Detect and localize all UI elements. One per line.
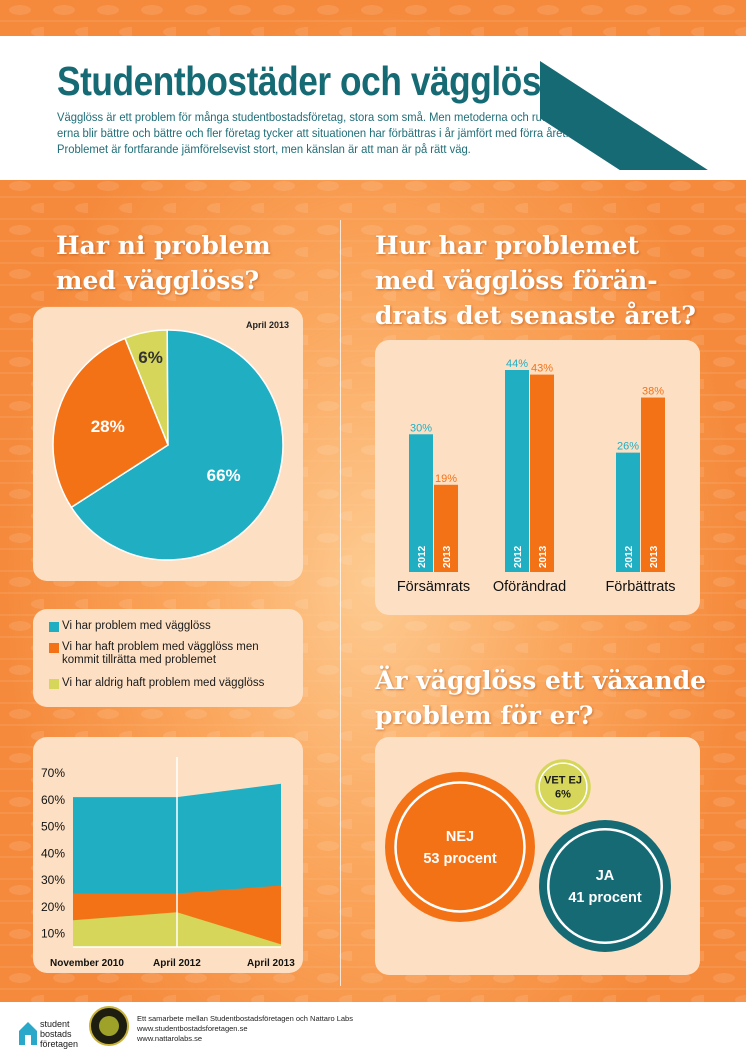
bar <box>641 397 665 572</box>
bar-year-label: 2012 <box>417 545 428 568</box>
bar-year-label: 2013 <box>442 545 453 568</box>
y-tick-label: 20% <box>41 900 65 914</box>
footer: student bostads företagen Ett samarbete … <box>0 1002 746 1056</box>
change-heading: Hur har problemet med vägglöss förän- dr… <box>375 228 745 333</box>
bubble-chart: NEJ 53 procent JA 41 procent VET EJ 6% <box>385 759 671 952</box>
bar-year-label: 2013 <box>649 545 660 568</box>
logo-line: företagen <box>40 1039 79 1049</box>
bar-value-label: 38% <box>642 386 664 398</box>
heading-line: med vägglöss förän- <box>375 266 658 295</box>
y-tick-label: 40% <box>41 846 65 860</box>
nattaro-labs-logo-icon <box>89 1006 129 1046</box>
column-divider <box>340 220 341 986</box>
bar-value-label: 43% <box>531 363 553 375</box>
bubble-ring <box>538 762 588 812</box>
y-tick-label: 30% <box>41 873 65 887</box>
bubble-value: 6% <box>555 789 571 801</box>
bar-chart-panel: 30% 2012 19% 2013 Försämrats 44% 2012 43% 2013 Of… <box>375 340 700 615</box>
legend-label: Vi har problem med vägglöss <box>62 620 211 632</box>
credit-line: Ett samarbete mellan Studentbostadsföret… <box>137 1014 353 1023</box>
bar <box>530 374 554 572</box>
x-tick-label: April 2012 <box>153 958 201 969</box>
category-label: Förbättrats <box>605 579 675 595</box>
legend-swatch <box>49 643 59 653</box>
intro-line: Problemet är fortfarande jämförelsevist … <box>57 142 471 156</box>
legend-label: Vi har haft problem med vägglöss men <box>62 641 259 653</box>
legend-swatch <box>49 622 59 632</box>
heading-line: Är vägglöss ett växande <box>375 666 707 695</box>
problem-heading: Har ni problem med vägglöss? <box>56 228 356 298</box>
pie-value-label: 28% <box>91 417 125 436</box>
y-tick-label: 60% <box>41 793 65 807</box>
legend-label: Vi har aldrig haft problem med vägglöss <box>62 677 265 689</box>
logo-line: bostads <box>40 1029 72 1039</box>
house-logo-icon <box>19 1022 37 1045</box>
page-title: Studentbostäder och vägglöss <box>57 58 561 104</box>
heading-line: med vägglöss? <box>56 266 260 295</box>
pie-chart: 6% 66% 28% <box>52 329 284 561</box>
x-tick-label: November 2010 <box>50 958 124 969</box>
area-chart-panel: 10% 20% 30% 40% 50% 60% 70% November 2010 April … <box>33 737 303 973</box>
growing-heading: Är vägglöss ett växande problem för er? <box>375 663 745 733</box>
bubble-ring <box>394 781 526 913</box>
heading-line: Hur har problemet <box>375 231 640 260</box>
bubble-value: 53 procent <box>423 851 496 867</box>
bar-chart: 30% 2012 19% 2013 Försämrats 44% 2012 43% 2013 Of… <box>397 358 676 595</box>
pie-value-label: 6% <box>138 348 163 367</box>
logo-line: student <box>40 1019 70 1029</box>
bubble-value: 41 procent <box>568 890 641 906</box>
bar-year-label: 2012 <box>624 545 635 568</box>
y-tick-label: 50% <box>41 820 65 834</box>
bubble <box>539 820 671 952</box>
student-logo-text: student bostads företagen <box>40 1019 78 1049</box>
pie-value-label: 66% <box>207 466 241 485</box>
area-chart: 10% 20% 30% 40% 50% 60% 70% November 2010 April … <box>41 757 295 969</box>
footer-credits: Ett samarbete mellan Studentbostadsföret… <box>137 1014 353 1044</box>
bar-value-label: 44% <box>506 358 528 370</box>
bar <box>505 370 529 572</box>
intro-line: Vägglöss är ett problem för många studen… <box>57 110 558 124</box>
x-tick-label: April 2013 <box>247 958 295 969</box>
bar-value-label: 26% <box>617 441 639 453</box>
legend-swatch <box>49 679 59 689</box>
bubble-chart-panel: NEJ 53 procent JA 41 procent VET EJ 6% <box>375 737 700 975</box>
category-label: Försämrats <box>397 579 470 595</box>
pie-slice <box>70 329 284 561</box>
pie-date-label: April 2013 <box>246 320 290 330</box>
y-tick-label: 70% <box>41 766 65 780</box>
bar-year-label: 2012 <box>513 545 524 568</box>
pie-legend: Vi har problem med vägglöss Vi har haft … <box>33 609 303 707</box>
bar-value-label: 19% <box>435 473 457 485</box>
bar <box>409 434 433 572</box>
bubble-title: VET EJ <box>544 775 582 787</box>
bar <box>434 484 458 572</box>
bubble-ring <box>547 828 663 944</box>
year-ribbon: 2013 <box>540 0 746 170</box>
credit-link[interactable]: www.studentbostadsforetagen.se <box>137 1024 248 1033</box>
intro-line: erna blir bättre och bättre och fler för… <box>57 126 569 140</box>
bubble <box>535 759 591 815</box>
heading-line: problem för er? <box>375 701 594 730</box>
bubble <box>385 772 535 922</box>
bar <box>616 452 640 572</box>
bubble-title: JA <box>596 868 615 884</box>
y-tick-label: 10% <box>41 927 65 941</box>
year-label: 2013 <box>625 32 716 107</box>
bar-year-label: 2013 <box>538 545 549 568</box>
category-label: Oförändrad <box>493 579 566 595</box>
intro-text: Vägglöss är ett problem för många studen… <box>57 109 683 157</box>
credit-link[interactable]: www.nattarolabs.se <box>137 1034 203 1043</box>
pie-chart-panel: April 2013 6% 66% 28% <box>33 307 303 581</box>
pie-slice <box>52 337 169 509</box>
header: Studentbostäder och vägglöss Vägglöss är… <box>0 36 746 180</box>
heading-line: Har ni problem <box>56 231 271 260</box>
bar-value-label: 30% <box>410 422 432 434</box>
heading-line: drats det senaste året? <box>375 301 696 330</box>
bubble-title: NEJ <box>446 829 474 845</box>
legend-label: kommit tillrätta med problemet <box>62 654 217 666</box>
